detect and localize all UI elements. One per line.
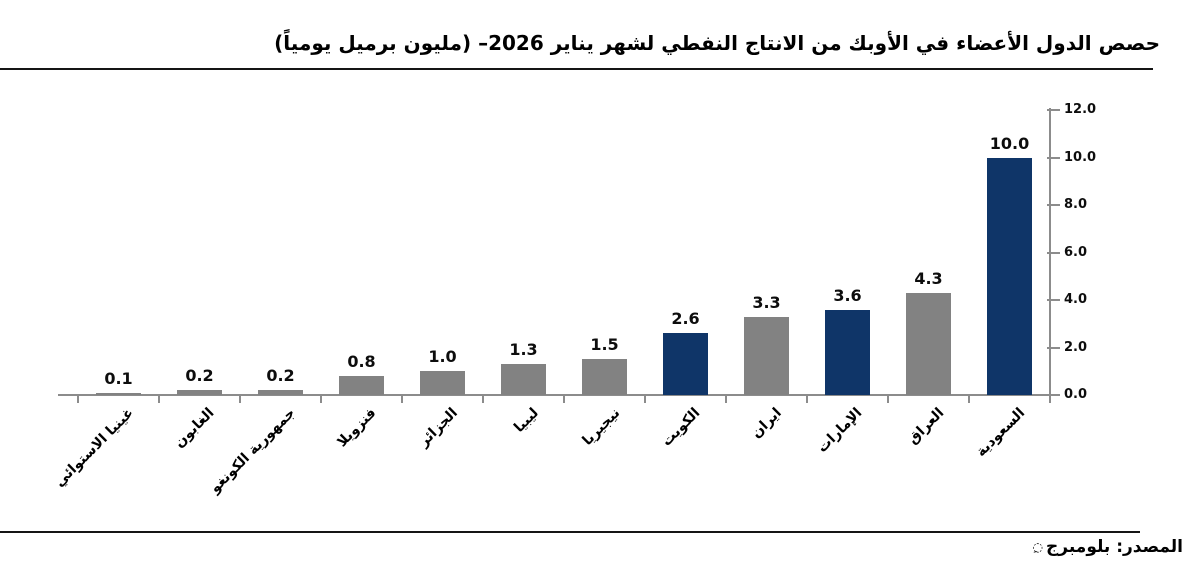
x-axis-tick xyxy=(644,395,646,403)
category-label: غينيا الاستوائي xyxy=(51,405,137,491)
bar-value-label: 10.0 xyxy=(989,133,1030,153)
bar-value-label: 3.6 xyxy=(833,285,862,305)
category-label: نيجيريا xyxy=(578,405,623,449)
bar-11 xyxy=(987,157,1032,395)
bar-0 xyxy=(96,392,141,395)
x-axis-tick xyxy=(401,395,403,403)
x-axis-tick xyxy=(1049,395,1051,403)
category-label: الكويت xyxy=(659,405,704,450)
y-axis-tick-label: 0.0 xyxy=(1064,387,1088,402)
source-line: المصدر: بلومبرج ◌ِ xyxy=(1033,537,1183,557)
x-axis-tick xyxy=(887,395,889,403)
bar-value-label: 1.5 xyxy=(590,335,619,355)
stray-diacritic-mark: ◌ِ xyxy=(1032,540,1044,554)
category-label: جمهورية الكونغو xyxy=(207,405,299,497)
category-label: فنزويلا xyxy=(334,405,380,451)
category-label: الغابون xyxy=(171,405,218,452)
bar-8 xyxy=(744,316,789,395)
y-axis-tick-label: 12.0 xyxy=(1064,102,1097,117)
category-label: العراق xyxy=(904,405,947,448)
y-axis-tick xyxy=(1047,156,1060,159)
title-underline-rule xyxy=(0,68,1153,70)
bar-10 xyxy=(906,292,951,395)
x-axis-tick xyxy=(482,395,484,403)
y-axis-tick-label: 10.0 xyxy=(1064,149,1097,165)
y-axis-tick xyxy=(1047,346,1060,349)
category-label: السعودية xyxy=(972,405,1028,461)
bar-1 xyxy=(177,390,222,395)
bar-9 xyxy=(825,309,870,395)
bar-value-label: 0.8 xyxy=(347,352,376,371)
chart-title: حصص الدول الأعضاء في الأوبك من الانتاج ا… xyxy=(274,31,1160,55)
bar-value-label: 2.6 xyxy=(671,309,700,329)
x-axis-line xyxy=(58,394,1050,396)
x-axis-tick xyxy=(725,395,727,403)
y-axis-tick xyxy=(1047,394,1060,396)
bar-value-label: 0.2 xyxy=(185,366,214,386)
x-axis-tick xyxy=(158,395,160,403)
bar-value-label: 3.3 xyxy=(752,292,781,312)
bar-5 xyxy=(501,364,546,395)
bar-value-label: 1.3 xyxy=(509,340,538,360)
y-axis-tick-label: 2.0 xyxy=(1064,339,1088,355)
category-label: ليبيا xyxy=(510,405,542,436)
footer-rule xyxy=(0,531,1140,533)
x-axis-tick xyxy=(563,395,565,403)
bar-value-label: 4.3 xyxy=(914,268,943,288)
x-axis-tick xyxy=(968,395,970,403)
y-axis-tick xyxy=(1047,204,1060,206)
bar-4 xyxy=(420,371,465,395)
x-axis-tick xyxy=(77,395,79,403)
bar-value-label: 0.2 xyxy=(266,366,295,386)
category-label: ايران xyxy=(748,405,785,442)
bar-value-label: 1.0 xyxy=(428,347,457,367)
x-axis-tick xyxy=(806,395,808,403)
category-label: الإمارات xyxy=(814,405,866,456)
category-label: الجزائر xyxy=(415,405,461,450)
source-label: المصدر: بلومبرج xyxy=(1046,537,1183,557)
y-axis-tick-label: 4.0 xyxy=(1064,292,1088,307)
bar-2 xyxy=(258,390,303,395)
y-axis-tick xyxy=(1047,251,1060,254)
bar-6 xyxy=(582,359,627,395)
y-axis-tick-label: 8.0 xyxy=(1064,197,1088,212)
y-axis-tick xyxy=(1047,299,1060,301)
y-axis-line xyxy=(1049,108,1051,403)
bar-7 xyxy=(663,333,708,395)
x-axis-tick xyxy=(320,395,322,403)
bar-3 xyxy=(339,376,384,395)
y-axis-tick xyxy=(1047,109,1060,111)
y-axis-tick-label: 6.0 xyxy=(1064,244,1088,260)
bar-value-label: 0.1 xyxy=(104,368,133,388)
x-axis-tick xyxy=(239,395,241,403)
